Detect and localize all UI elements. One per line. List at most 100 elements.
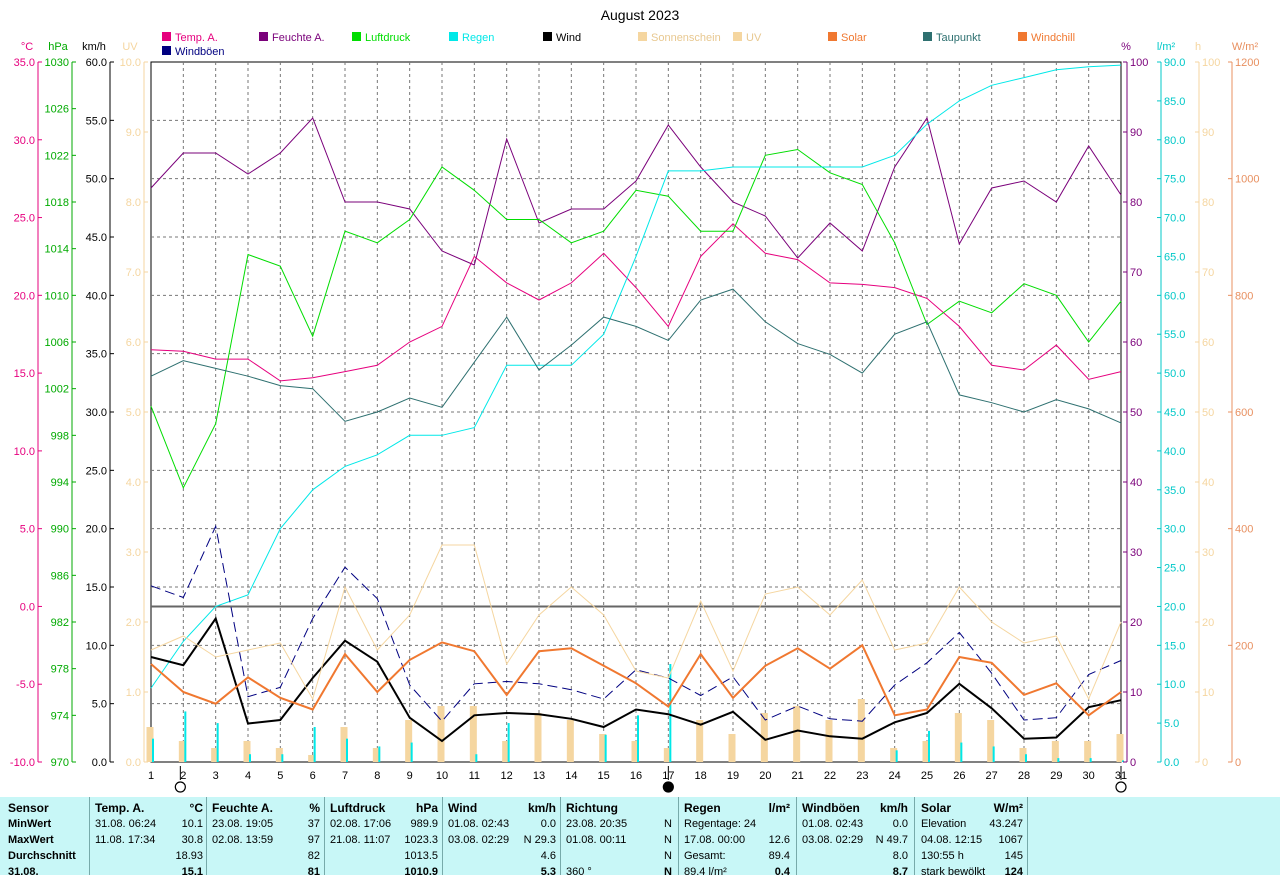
stats-date: Regentage: 24 (684, 818, 757, 830)
sunshine-bar (534, 713, 542, 762)
stats-date: stark bewölkt (921, 866, 986, 878)
stats-unit: % (309, 801, 320, 815)
rain-day-bar (669, 664, 672, 762)
axis-tick-label-solar: 600 (1235, 407, 1253, 419)
stats-date: 17.08. 00:00 (684, 834, 746, 846)
stats-column-feuchte: Feuchte A.% 23.08. 19:05 37 02.08. 13:59 97 8… (212, 797, 320, 878)
x-tick-label: 6 (310, 770, 316, 782)
rain-day-bar (184, 711, 187, 762)
stats-date: 02.08. 17:06 (330, 818, 392, 830)
axis-tick-label-sun: 50 (1202, 407, 1214, 419)
sunshine-bar (211, 748, 219, 762)
x-tick-label: 9 (407, 770, 413, 782)
axis-tick-label-rain: 25.0 (1164, 563, 1185, 575)
sunshine-bar (696, 720, 704, 762)
axis-tick-label-temp_c: 20.0 (14, 290, 35, 302)
axis-tick-label-wind: 55.0 (86, 115, 107, 127)
sunshine-bar (1019, 748, 1027, 762)
rain-day-bar (507, 723, 510, 762)
axis-tick-label-humidity: 80 (1130, 197, 1142, 209)
axis-unit-temp_c: °C (21, 41, 33, 53)
stats-value: 0.4 (774, 866, 790, 878)
axis-tick-label-rain: 70.0 (1164, 213, 1185, 225)
stats-value: 145 (1004, 850, 1023, 862)
axis-tick-label-rain: 90.0 (1164, 57, 1185, 69)
stats-value: 37 (307, 818, 320, 830)
stats-value: 10.1 (181, 818, 203, 830)
axis-tick-label-rain: 50.0 (1164, 368, 1185, 380)
axis-tick-label-pressure: 978 (51, 664, 69, 676)
stats-header: Feuchte A. (212, 801, 273, 815)
axis-tick-label-temp_c: 15.0 (14, 368, 35, 380)
sunshine-bar (372, 748, 380, 762)
axis-tick-label-pressure: 974 (51, 710, 69, 722)
legend-swatch (259, 32, 268, 41)
legend-label: Temp. A. (175, 32, 218, 44)
stats-header: Wind (448, 801, 478, 815)
axis-tick-label-pressure: 1006 (45, 337, 69, 349)
sunshine-bar (308, 755, 316, 762)
rain-day-bar (378, 746, 381, 762)
axis-tick-label-humidity: 40 (1130, 477, 1142, 489)
legend-swatch (352, 32, 361, 41)
legend-label: Luftdruck (365, 32, 411, 44)
x-tick-label: 27 (986, 770, 998, 782)
axis-tick-label-rain: 40.0 (1164, 446, 1185, 458)
sunshine-bar (825, 720, 833, 762)
stats-value: 18.93 (175, 850, 203, 862)
sunshine-bar (566, 720, 574, 762)
rain-day-bar (410, 742, 413, 762)
chart-svg: 1 2 3 4 5 6 7 8 9 10 11 12 13 14 15 16 17 18 19 20 21 22 23 24 2… (10, 7, 1259, 793)
legend-label: Regen (462, 32, 494, 44)
sunshine-bar (275, 748, 283, 762)
legend-label: Feuchte A. (272, 32, 325, 44)
rain-day-bar (992, 746, 995, 762)
rain-day-bar (249, 754, 251, 762)
stats-header: Solar (921, 801, 952, 815)
axis-tick-label-humidity: 30 (1130, 547, 1142, 559)
series-line-wind (150, 616, 1122, 743)
axis-tick-label-humidity: 0 (1130, 757, 1136, 769)
x-tick-label: 28 (1018, 770, 1030, 782)
stats-value: 82 (307, 850, 320, 862)
stats-date: 11.08. 17:34 (95, 834, 156, 846)
rain-day-bar (895, 750, 898, 762)
rain-day-bar (960, 742, 963, 762)
sunshine-bar (890, 748, 898, 762)
stats-header: Temp. A. (95, 801, 145, 815)
axis-tick-label-humidity: 70 (1130, 267, 1142, 279)
x-tick-label: 20 (759, 770, 771, 782)
axis-tick-label-wind: 0.0 (92, 757, 107, 769)
stats-value: 0.0 (892, 818, 908, 830)
stats-row-label: MaxWert (8, 834, 54, 846)
stats-date: 01.08. 02:43 (802, 818, 864, 830)
axis-tick-label-sun: 90 (1202, 127, 1214, 139)
axis-tick-label-uv: 5.0 (126, 407, 141, 419)
axis-tick-label-rain: 75.0 (1164, 174, 1185, 186)
axis-tick-label-uv: 10.0 (120, 57, 141, 69)
legend-label: Taupunkt (936, 32, 981, 44)
rain-day-bar (475, 754, 478, 762)
stats-column-regen: Regen l/m² Regentage: 24 17.08. 00:00 12.6 Ge… (684, 797, 790, 878)
stats-value: 1013.5 (404, 850, 438, 862)
stats-value: N (664, 834, 672, 846)
stats-unit: W/m² (993, 801, 1023, 815)
x-tick-label: 11 (469, 770, 480, 782)
legend-swatch (638, 32, 647, 41)
stats-value: N (664, 866, 672, 878)
legend-swatch (162, 46, 171, 55)
sunshine-bar (857, 699, 865, 762)
sunshine-bar (760, 713, 768, 762)
axis-tick-label-rain: 20.0 (1164, 601, 1185, 613)
axis-tick-label-rain: 60.0 (1164, 290, 1185, 302)
rain-day-bar (1025, 754, 1027, 762)
axis-tick-label-solar: 800 (1235, 290, 1253, 302)
x-tick-label: 4 (245, 770, 251, 782)
x-tick-label: 30 (1083, 770, 1095, 782)
stats-value: 12.6 (768, 834, 790, 846)
sunshine-bar (340, 727, 348, 762)
rain-day-bar (1122, 760, 1124, 762)
stats-date: 01.08. 00:11 (566, 834, 627, 846)
stats-column-richtung: Richtung 23.08. 20:35 N 01.08. 00:11 N N 360 °… (566, 797, 672, 878)
axis-tick-label-solar: 1000 (1235, 174, 1259, 186)
